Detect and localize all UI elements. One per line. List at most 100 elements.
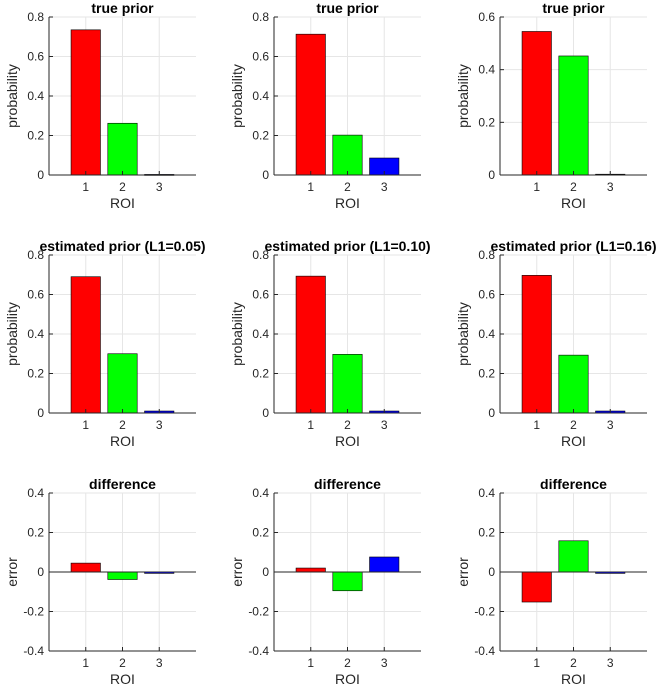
y-tick-label: 0.2	[252, 129, 269, 143]
y-tick-label: 0.6	[478, 10, 495, 24]
x-tick-label: 3	[607, 656, 614, 670]
x-tick-label: 3	[607, 180, 614, 194]
x-axis-label: ROI	[335, 195, 360, 211]
y-tick-label: -0.2	[474, 605, 495, 619]
y-tick-label: 0.4	[252, 89, 269, 103]
x-tick-label: 1	[307, 656, 314, 670]
y-tick-label: 0.6	[252, 50, 269, 64]
y-tick-label: 0	[37, 406, 44, 420]
x-axis-label: ROI	[335, 433, 360, 449]
panel-1: 0 0.2 0.4 0.6 0.8 1 2 3 true prior ROI probability	[4, 0, 196, 211]
x-tick-label: 1	[82, 656, 89, 670]
bar-roi-2	[332, 571, 363, 592]
y-tick-label: -0.4	[474, 644, 495, 658]
y-tick-label: 0.2	[478, 115, 495, 129]
chart-title: estimated prior (L1=0.16)	[490, 238, 656, 254]
bar-roi-1	[70, 29, 101, 176]
panel-5: 0 0.2 0.4 0.6 0.8 1 2 3 estimated prior (L1=0.10…	[229, 238, 431, 449]
x-tick-label: 3	[381, 180, 388, 194]
y-axis-label: error	[455, 557, 471, 587]
x-tick-label: 2	[344, 180, 351, 194]
y-tick-label: 0.4	[252, 327, 269, 341]
panel-6: 0 0.2 0.4 0.6 0.8 1 2 3 estimated prior (L1=0.16…	[455, 238, 657, 449]
x-tick-label: 1	[82, 418, 89, 432]
bar-roi-1	[521, 571, 552, 603]
bar-roi-1	[521, 275, 552, 414]
bar-roi-1	[70, 562, 101, 573]
x-tick-label: 2	[119, 418, 126, 432]
y-axis-label: probability	[455, 302, 471, 366]
x-tick-label: 1	[533, 180, 540, 194]
x-tick-label: 1	[307, 418, 314, 432]
y-tick-label: 0.4	[27, 327, 44, 341]
y-tick-label: 0.8	[478, 248, 495, 262]
y-tick-label: 0	[37, 168, 44, 182]
bar-roi-2	[332, 134, 363, 176]
y-axis-label: probability	[229, 64, 245, 128]
x-tick-label: 1	[533, 418, 540, 432]
x-tick-label: 2	[119, 180, 126, 194]
y-tick-label: 0.8	[252, 10, 269, 24]
bar-roi-3	[369, 556, 400, 573]
x-tick-label: 2	[570, 418, 577, 432]
chart-title: difference	[314, 476, 381, 492]
y-tick-label: 0.2	[252, 367, 269, 381]
x-tick-label: 3	[156, 180, 163, 194]
x-tick-label: 1	[307, 180, 314, 194]
y-tick-label: 0.8	[27, 10, 44, 24]
bar-roi-1	[521, 31, 552, 176]
y-tick-label: 0.2	[27, 367, 44, 381]
y-axis-label: probability	[4, 302, 20, 366]
y-tick-label: 0.2	[252, 526, 269, 540]
panel-3: 0 0.2 0.4 0.6 1 2 3 true prior ROI probability	[455, 0, 647, 211]
y-axis-label: probability	[4, 64, 20, 128]
panel-2: 0 0.2 0.4 0.6 0.8 1 2 3 true prior ROI probability	[229, 0, 421, 211]
panel-4: 0 0.2 0.4 0.6 0.8 1 2 3 estimated prior (L1=0.05…	[4, 238, 206, 449]
chart-title: difference	[89, 476, 156, 492]
chart-title: true prior	[91, 0, 154, 16]
x-axis-label: ROI	[561, 433, 586, 449]
x-tick-label: 2	[119, 656, 126, 670]
chart-title: true prior	[316, 0, 379, 16]
y-tick-label: 0.6	[252, 288, 269, 302]
y-tick-label: -0.2	[23, 605, 44, 619]
x-tick-label: 2	[570, 180, 577, 194]
bar-roi-2	[332, 354, 363, 414]
y-tick-label: 0.6	[27, 288, 44, 302]
chart-title: estimated prior (L1=0.10)	[264, 238, 430, 254]
bar-roi-1	[295, 567, 326, 573]
bar-roi-2	[558, 55, 589, 176]
y-tick-label: -0.2	[248, 605, 269, 619]
y-tick-label: 0.4	[478, 486, 495, 500]
y-tick-label: 0.2	[27, 129, 44, 143]
x-tick-label: 2	[344, 418, 351, 432]
y-tick-label: 0	[488, 406, 495, 420]
y-tick-label: 0	[488, 565, 495, 579]
bar-roi-1	[295, 33, 326, 176]
y-tick-label: 0	[262, 406, 269, 420]
bar-roi-2	[107, 353, 138, 414]
y-axis-label: error	[229, 557, 245, 587]
bar-roi-2	[558, 540, 589, 573]
x-tick-label: 1	[82, 180, 89, 194]
chart-title: estimated prior (L1=0.05)	[39, 238, 205, 254]
bar-roi-1	[295, 275, 326, 414]
bar-roi-2	[107, 122, 138, 176]
x-axis-label: ROI	[335, 671, 360, 687]
panel-8: -0.4 -0.2 0 0.2 0.4 1 2 3 difference ROI error	[229, 476, 421, 687]
y-tick-label: 0.6	[27, 50, 44, 64]
bar-roi-1	[70, 276, 101, 414]
x-tick-label: 3	[381, 656, 388, 670]
y-tick-label: 0	[488, 168, 495, 182]
x-axis-label: ROI	[110, 433, 135, 449]
y-tick-label: 0.4	[478, 327, 495, 341]
x-axis-label: ROI	[561, 195, 586, 211]
y-axis-label: probability	[229, 302, 245, 366]
y-tick-label: 0	[262, 168, 269, 182]
x-tick-label: 3	[156, 418, 163, 432]
panel-9: -0.4 -0.2 0 0.2 0.4 1 2 3 difference ROI error	[455, 476, 647, 687]
y-tick-label: 0.6	[478, 288, 495, 302]
y-tick-label: 0.2	[27, 526, 44, 540]
y-tick-label: 0.8	[27, 248, 44, 262]
